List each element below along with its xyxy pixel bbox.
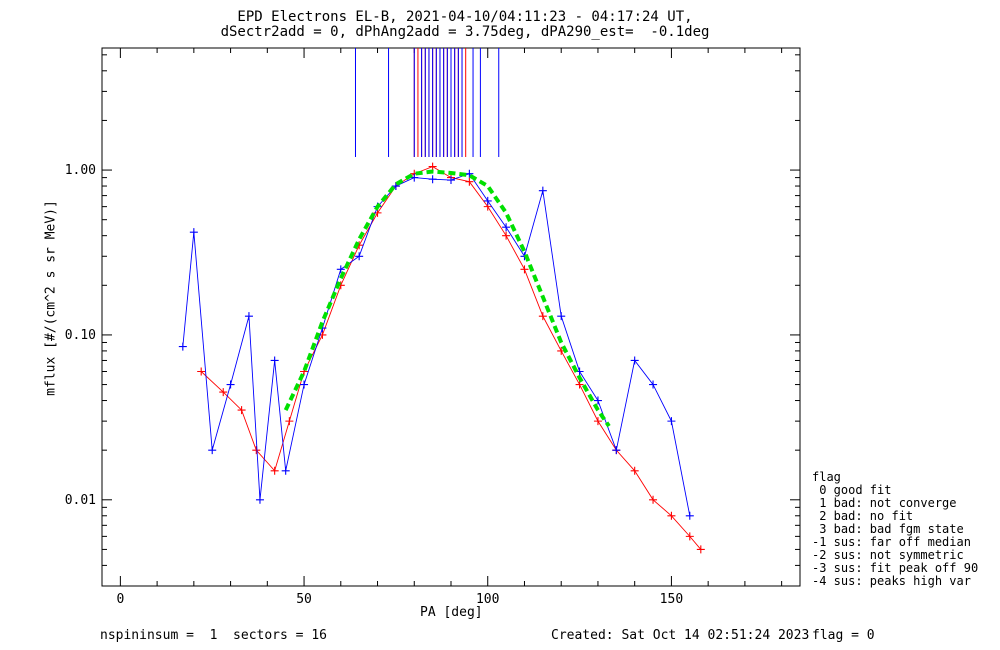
data-point xyxy=(244,312,253,321)
data-point xyxy=(520,265,529,274)
data-point xyxy=(649,495,658,504)
chart-title-line2: dSectr2add = 0, dPhAng2add = 3.75deg, dP… xyxy=(220,24,710,40)
footer-spin-info: nspininsum = 1 sectors = 16 xyxy=(100,628,327,643)
data-point xyxy=(197,367,206,376)
data-point xyxy=(270,466,279,475)
footer-created: Created: Sat Oct 14 02:51:24 2023 xyxy=(551,628,810,643)
fit-curve xyxy=(283,169,611,428)
data-point xyxy=(685,511,694,520)
legend-item: -2 sus: not symmetric xyxy=(812,548,964,562)
data-point xyxy=(630,466,639,475)
data-point xyxy=(502,231,511,240)
data-point xyxy=(391,182,400,191)
data-point xyxy=(208,446,217,455)
data-point xyxy=(667,511,676,520)
legend-title: flag xyxy=(812,470,841,484)
y-axis-label: mflux [#/(cm^2 s sr MeV)] xyxy=(43,200,59,396)
data-point xyxy=(593,396,602,405)
legend-item: 0 good fit xyxy=(812,483,892,497)
data-point xyxy=(447,176,455,185)
data-point xyxy=(649,380,658,389)
data-point xyxy=(502,223,511,232)
data-point xyxy=(252,446,261,455)
x-axis-label: PA [deg] xyxy=(420,605,483,620)
y-tick-label: 1.00 xyxy=(65,163,96,178)
legend-item: -1 sus: far off median xyxy=(812,535,971,549)
peak-markers xyxy=(354,48,500,158)
x-tick-label: 100 xyxy=(476,592,499,607)
data-point xyxy=(178,342,187,351)
data-point xyxy=(630,356,639,365)
flag-legend: flag 0 good fit 1 bad: not converge 2 ba… xyxy=(812,471,978,588)
series-line xyxy=(182,173,691,516)
chart-title-line1: EPD Electrons EL-B, 2021-04-10/04:11:23 … xyxy=(237,9,693,25)
x-tick-label: 0 xyxy=(116,592,124,607)
data-point xyxy=(281,466,290,475)
data-point xyxy=(465,169,474,178)
data-point xyxy=(219,388,228,397)
legend-item: 1 bad: not converge xyxy=(812,496,957,510)
data-point xyxy=(557,312,566,321)
data-point xyxy=(285,417,294,426)
data-point xyxy=(355,252,364,261)
y-tick-label: 0.01 xyxy=(65,493,96,508)
data-point xyxy=(428,162,437,171)
legend-item: 3 bad: bad fgm state xyxy=(812,522,964,536)
x-tick-label: 150 xyxy=(660,592,683,607)
data-point xyxy=(575,380,584,389)
data-point xyxy=(593,417,602,426)
data-point xyxy=(538,312,547,321)
data-point xyxy=(612,446,621,455)
fit-line xyxy=(283,169,611,428)
y-tick-label: 0.10 xyxy=(65,328,96,343)
data-point xyxy=(255,495,264,504)
data-point xyxy=(270,356,279,365)
legend-item: 2 bad: no fit xyxy=(812,509,914,523)
data-point xyxy=(696,545,705,554)
data-lines xyxy=(178,162,705,554)
data-point xyxy=(483,196,492,205)
legend-item: -4 sus: peaks high var xyxy=(812,574,971,588)
data-point xyxy=(300,380,309,389)
legend-item: -3 sus: fit peak off 90 xyxy=(812,561,979,575)
data-point xyxy=(538,186,547,195)
tick-labels: 0 50 100 150 0.01 0.10 1.00 xyxy=(65,163,683,607)
data-point xyxy=(428,175,437,184)
data-point xyxy=(237,406,246,415)
series-line xyxy=(200,166,702,550)
data-point xyxy=(410,173,419,182)
data-point xyxy=(336,265,345,274)
footer-flag: flag = 0 xyxy=(812,628,875,643)
x-tick-label: 50 xyxy=(296,592,312,607)
data-point xyxy=(685,532,694,541)
data-point xyxy=(226,380,235,389)
data-point xyxy=(189,228,198,237)
data-point xyxy=(667,417,676,426)
data-point xyxy=(465,177,474,186)
